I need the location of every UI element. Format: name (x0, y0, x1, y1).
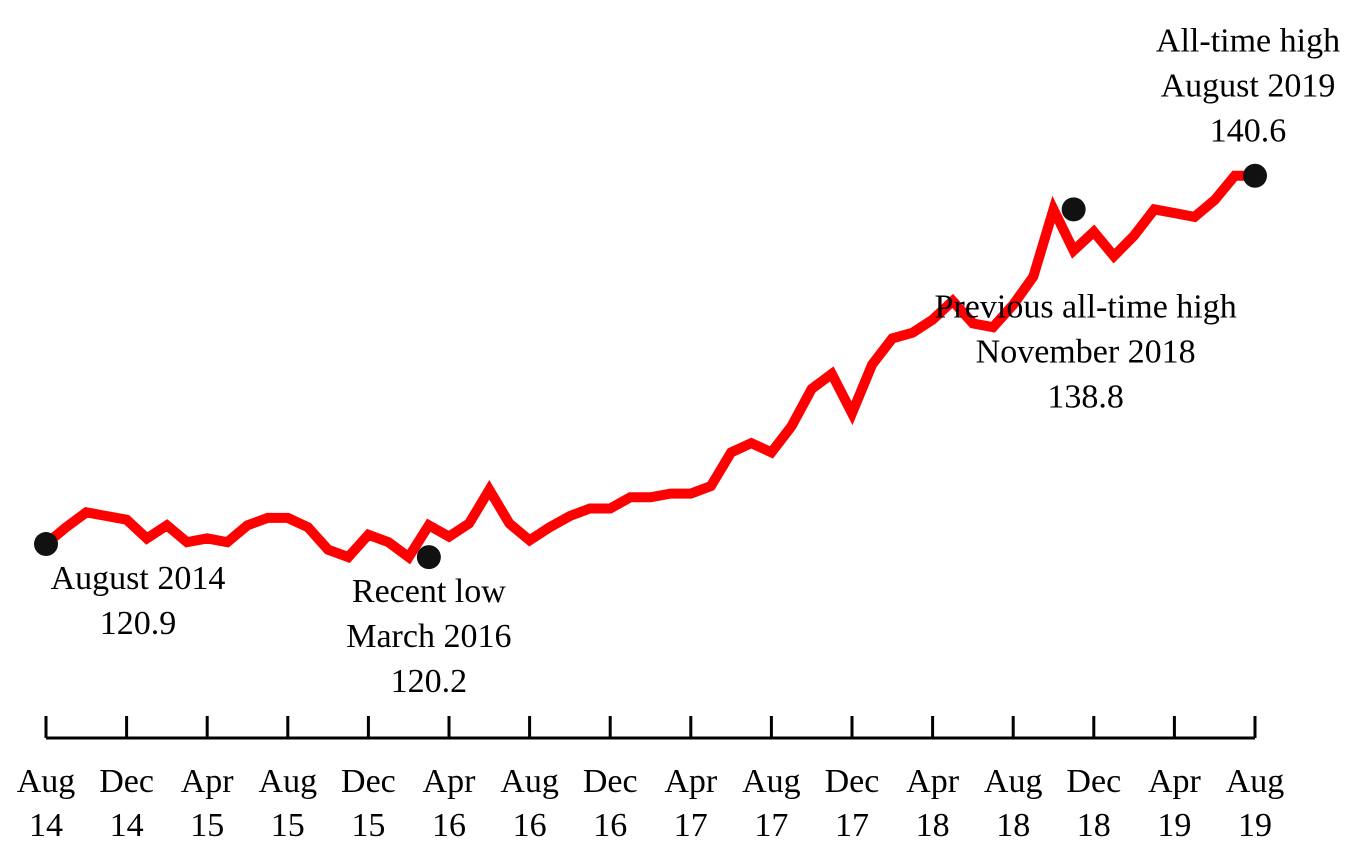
annotation-marker (416, 545, 441, 570)
x-tick-label-year: 18 (1077, 807, 1111, 844)
x-tick-label-month: Dec (99, 763, 154, 800)
x-tick-label: Apr 15 (181, 763, 235, 844)
annotation-label-line: Recent low (352, 573, 506, 610)
x-tick-label-year: 15 (351, 807, 385, 844)
x-tick-label: Dec 16 (583, 763, 638, 844)
annotation-marker (1061, 197, 1086, 222)
x-tick-label: Apr 17 (664, 763, 718, 844)
x-tick-label-month: Apr (181, 763, 235, 800)
x-tick-label-month: Aug (742, 763, 801, 800)
annotation-marker (1243, 163, 1267, 188)
x-tick-label: Dec 15 (341, 763, 396, 844)
x-tick-label: Apr 16 (423, 763, 477, 844)
annotation-label: Recent low March 2016 120.2 (346, 573, 511, 700)
annotation-label-line: Previous all-time high (935, 288, 1237, 325)
x-tick-label-year: 15 (190, 807, 224, 844)
x-tick-label-year: 14 (110, 807, 144, 844)
x-tick-label: Dec 14 (99, 763, 154, 844)
x-tick-label: Aug 18 (984, 763, 1043, 844)
annotation-label-line: 138.8 (1047, 378, 1124, 415)
x-tick-label: Dec 18 (1066, 763, 1121, 844)
annotation-label-line: August 2014 (51, 560, 226, 597)
series-line-group (42, 170, 1255, 565)
annotation-label: Previous all-time high November 2018 138.8 (935, 288, 1237, 415)
x-tick-label: Aug 16 (500, 763, 559, 844)
x-tick-label-year: 17 (835, 807, 869, 844)
x-tick-label-month: Dec (1066, 763, 1121, 800)
x-tick-label-month: Aug (984, 763, 1043, 800)
annotation-label-line: 120.9 (100, 605, 177, 642)
x-tick-label-year: 19 (1157, 807, 1191, 844)
x-tick-label: Aug 19 (1226, 763, 1285, 844)
x-tick-label: Apr 19 (1148, 763, 1202, 844)
x-tick-label-year: 17 (754, 807, 788, 844)
x-tick-label-month: Dec (583, 763, 638, 800)
x-tick-label-year: 16 (513, 807, 547, 844)
x-tick-label: Apr 18 (906, 763, 960, 844)
annotation-label-line: 120.2 (391, 663, 468, 700)
x-tick-label-month: Apr (423, 763, 477, 800)
annotation-label-line: 140.6 (1210, 113, 1287, 150)
annotation-label-line: All-time high (1156, 23, 1340, 60)
annotation-label-line: August 2019 (1161, 68, 1336, 105)
x-tick-label-month: Apr (1148, 763, 1202, 800)
annotation-markers (34, 163, 1267, 570)
annotation-label-line: November 2018 (976, 333, 1196, 370)
x-tick-label-month: Aug (1226, 763, 1285, 800)
x-tick-label-year: 18 (996, 807, 1030, 844)
annotation-label-line: March 2016 (346, 618, 511, 655)
x-tick-label-year: 18 (916, 807, 950, 844)
x-tick-label: Dec 17 (825, 763, 880, 844)
annotation-label: All-time high August 2019 140.6 (1156, 23, 1340, 150)
annotation-label: August 2014 120.9 (51, 560, 226, 642)
x-tick-label-month: Aug (17, 763, 76, 800)
series-line (42, 170, 1255, 565)
x-tick-label-year: 17 (674, 807, 708, 844)
x-tick-label-month: Aug (259, 763, 318, 800)
x-tick-label-year: 15 (271, 807, 305, 844)
x-tick-label-year: 14 (29, 807, 63, 844)
x-tick-label: Aug 15 (259, 763, 318, 844)
x-tick-label-year: 16 (432, 807, 466, 844)
x-tick-label-month: Apr (664, 763, 718, 800)
x-tick-label: Aug 14 (17, 763, 76, 844)
x-tick-label-year: 16 (593, 807, 627, 844)
annotation-marker (34, 532, 58, 557)
x-tick-label: Aug 17 (742, 763, 801, 844)
x-tick-label-month: Apr (906, 763, 960, 800)
x-axis: Aug 14 Dec 14 Apr 15 Aug 15 Dec 15 Apr 16 Aug 16 Dec 16… (17, 716, 1285, 844)
annotation-labels: August 2014 120.9 Recent low March 2016 120.… (51, 23, 1340, 700)
x-tick-label-month: Dec (341, 763, 396, 800)
x-tick-label-month: Dec (825, 763, 880, 800)
x-tick-label-year: 19 (1238, 807, 1272, 844)
x-tick-label-month: Aug (500, 763, 559, 800)
